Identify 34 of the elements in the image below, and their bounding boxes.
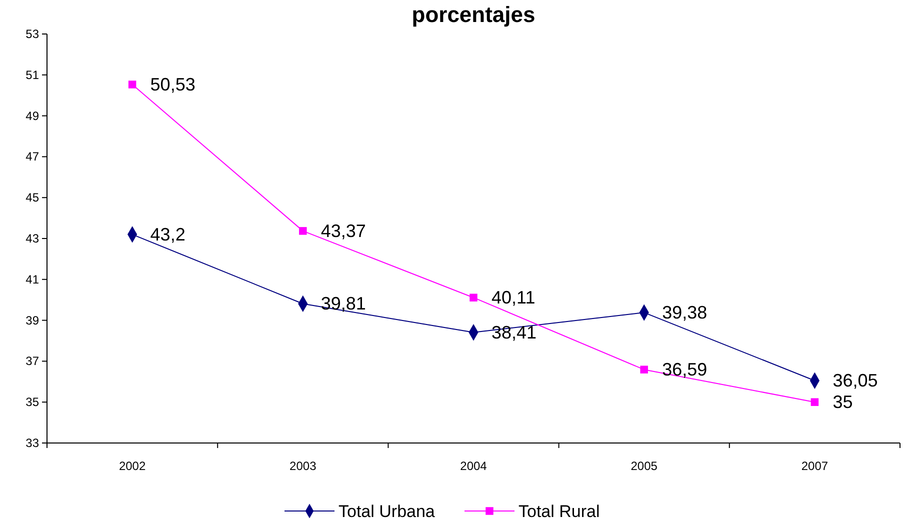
data-label: 50,53	[150, 74, 196, 95]
y-tick-label: 39	[26, 313, 40, 328]
x-tick-label: 2003	[290, 459, 317, 473]
point	[810, 398, 819, 406]
point	[299, 227, 307, 235]
legend-label: Total Urbana	[338, 502, 436, 521]
y-tick-label: 47	[26, 150, 40, 164]
y-tick-label: 53	[26, 27, 40, 41]
data-label: 38,41	[492, 322, 537, 342]
y-tick-label: 45	[26, 190, 40, 205]
x-tick-label: 2005	[630, 459, 658, 473]
data-label: 43,2	[150, 224, 186, 244]
x-tick-label: 2002	[118, 459, 146, 473]
data-label: 39,81	[320, 294, 366, 314]
point	[640, 366, 648, 374]
data-label: 36,05	[832, 370, 878, 391]
y-tick-label: 43	[26, 232, 40, 246]
y-tick-label: 41	[26, 272, 40, 286]
point	[470, 294, 478, 302]
data-label: 36,59	[662, 360, 708, 380]
y-tick-label: 49	[26, 108, 40, 123]
data-label: 43,37	[320, 220, 366, 241]
x-tick-label: 2004	[460, 459, 488, 473]
chart-title: porcentajes	[412, 2, 536, 27]
y-tick-label: 37	[26, 354, 40, 368]
y-tick-label: 35	[26, 395, 40, 410]
y-tick-label: 33	[26, 436, 40, 450]
y-tick-label: 51	[26, 68, 40, 82]
data-label: 35	[832, 392, 853, 412]
data-label: 39,38	[662, 302, 708, 323]
x-tick-label: 2007	[801, 459, 828, 473]
legend-label: Total Rural	[518, 502, 600, 521]
point	[128, 80, 136, 88]
data-label: 40,11	[492, 288, 536, 308]
